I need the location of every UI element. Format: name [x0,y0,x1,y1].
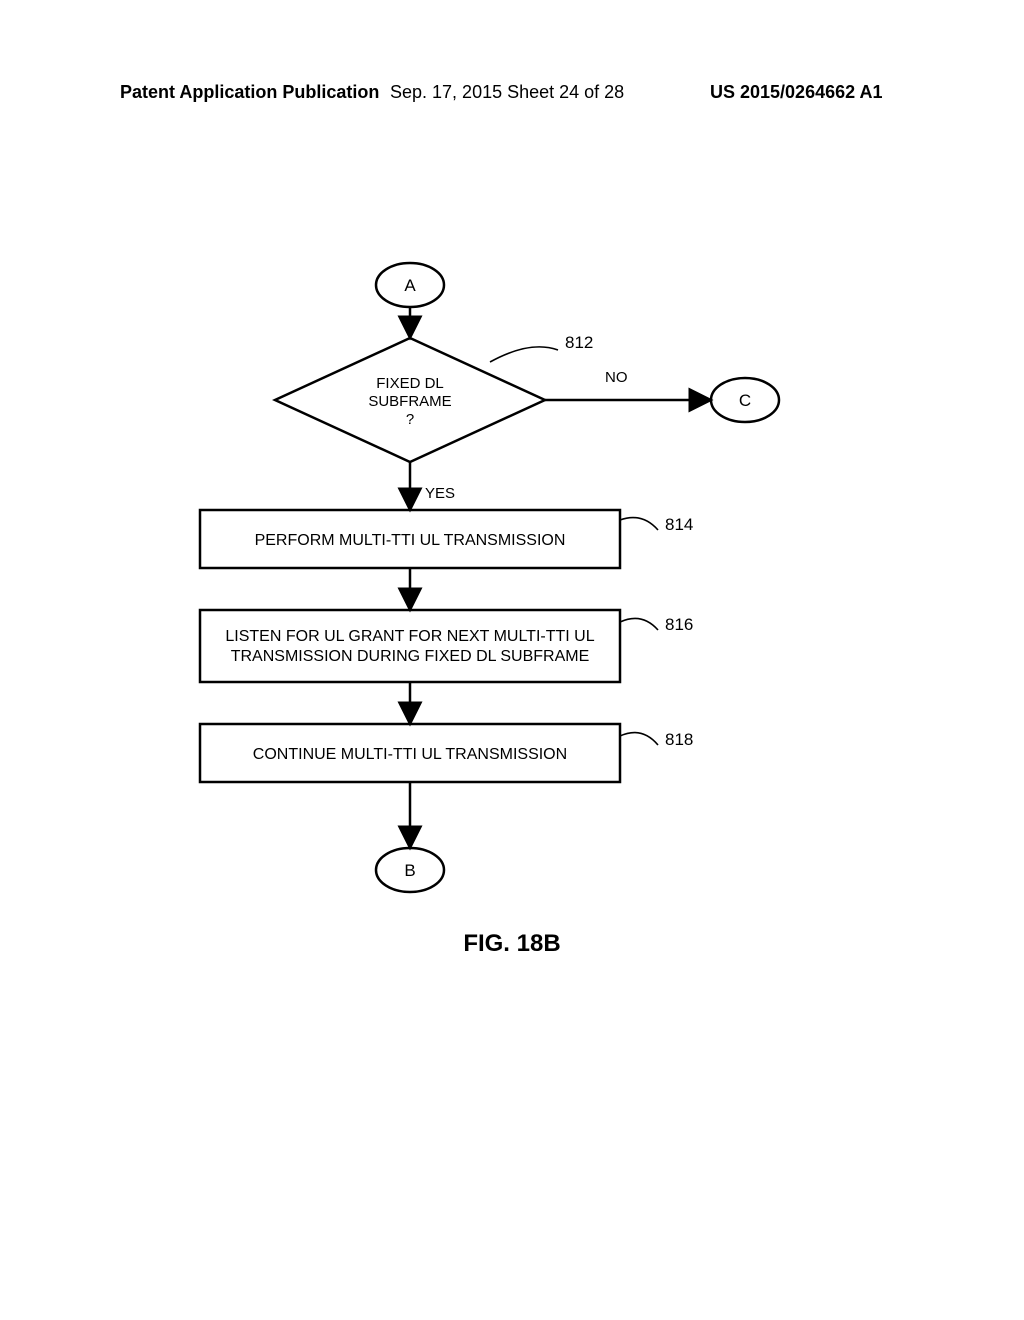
svg-text:814: 814 [665,515,693,534]
svg-text:FIXED DL: FIXED DL [376,375,444,392]
svg-text:YES: YES [425,485,455,502]
svg-text:CONTINUE MULTI-TTI UL TRANSMIS: CONTINUE MULTI-TTI UL TRANSMISSION [253,746,567,763]
page: Patent Application Publication Sep. 17, … [0,0,1024,1320]
svg-text:816: 816 [665,615,693,634]
figure-label: FIG. 18B [0,930,1024,958]
svg-text:NO: NO [605,369,628,386]
svg-text:PERFORM MULTI-TTI UL TRANSMISS: PERFORM MULTI-TTI UL TRANSMISSION [255,532,566,549]
svg-text:818: 818 [665,730,693,749]
svg-text:?: ? [406,411,414,428]
svg-text:A: A [404,276,416,295]
svg-text:TRANSMISSION DURING FIXED DL S: TRANSMISSION DURING FIXED DL SUBFRAME [231,648,590,665]
svg-text:812: 812 [565,333,593,352]
svg-text:SUBFRAME: SUBFRAME [368,393,451,410]
svg-text:C: C [739,391,751,410]
svg-text:LISTEN FOR UL GRANT FOR NEXT M: LISTEN FOR UL GRANT FOR NEXT MULTI-TTI U… [225,628,594,645]
svg-text:B: B [404,861,415,880]
flowchart-canvas: A C B FIXED DLSUBFRAME? PERFORM MULTI-TTI UL… [0,0,1024,1320]
